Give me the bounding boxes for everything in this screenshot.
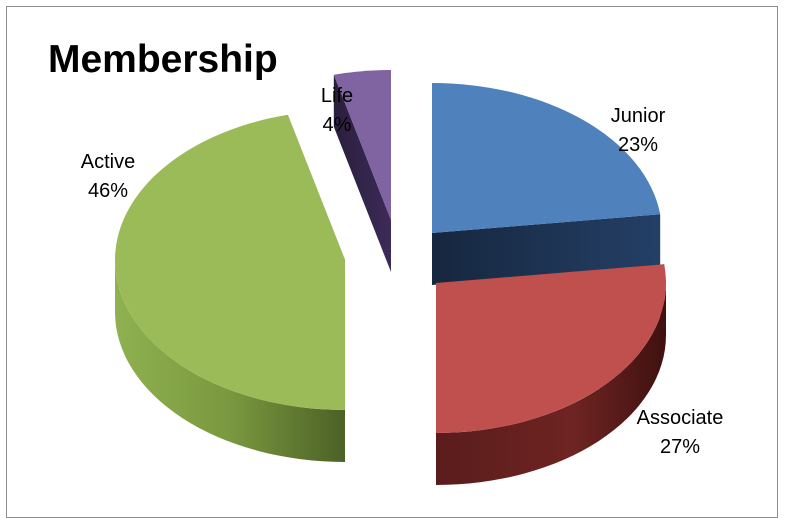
slice-top-life [333, 70, 391, 220]
slice-life [333, 70, 391, 272]
slice-side-associate [436, 283, 666, 485]
data-label-active: Active 46% [81, 151, 135, 202]
chart-title: Membership [48, 38, 278, 81]
data-label-life-pct: 4% [323, 114, 352, 136]
data-label-associate: Associate 27% [637, 407, 724, 458]
data-label-active-pct: 46% [88, 180, 128, 202]
slice-junior [432, 83, 661, 285]
slice-side-active [115, 260, 345, 462]
data-label-junior-name: Junior [611, 105, 666, 127]
data-label-associate-pct: 27% [660, 436, 700, 458]
data-label-active-name: Active [81, 151, 135, 173]
data-label-junior-pct: 23% [618, 134, 658, 156]
slice-associate [436, 264, 667, 485]
slice-active [115, 114, 345, 462]
slice-top-associate [436, 264, 667, 433]
data-label-life: Life 4% [321, 85, 353, 136]
data-label-life-name: Life [321, 85, 353, 107]
slice-top-junior [432, 83, 661, 233]
slice-wall-life-0 [333, 74, 391, 272]
data-label-junior: Junior 23% [611, 105, 666, 156]
slice-wall-junior-1 [432, 214, 661, 285]
slice-top-active [115, 114, 345, 410]
data-label-associate-name: Associate [637, 407, 724, 429]
